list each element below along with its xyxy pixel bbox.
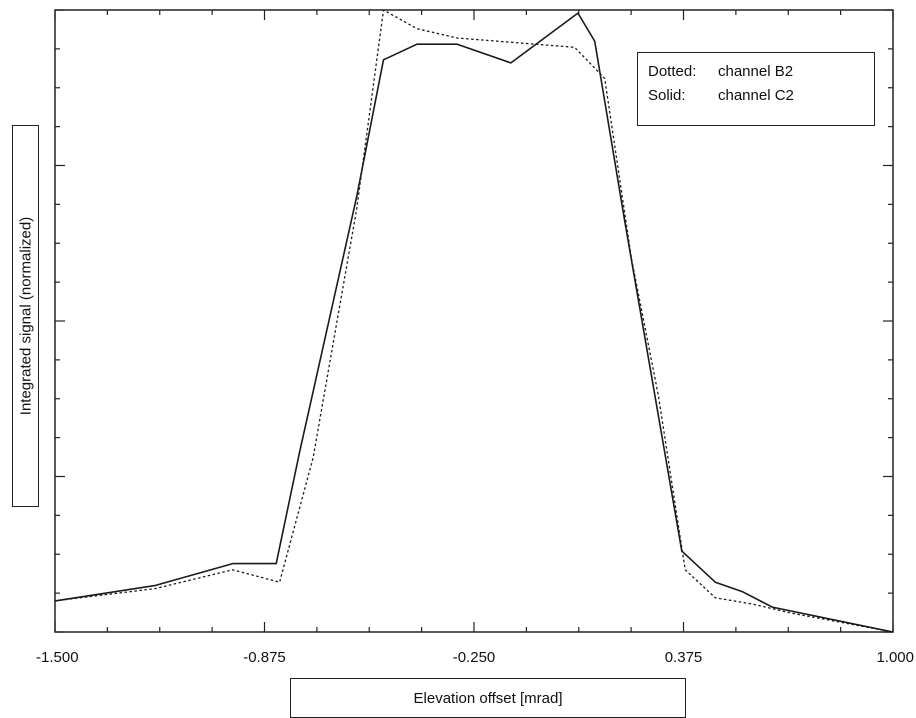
x-axis-label: Elevation offset [mrad] <box>290 678 686 718</box>
legend-label: channel C2 <box>718 87 794 104</box>
axis-ticks <box>54 9 894 633</box>
legend-label: channel B2 <box>718 63 794 80</box>
legend-key: Dotted: <box>648 63 697 80</box>
x-tick-label: -0.250 <box>453 649 496 666</box>
y-axis-label: Integrated signal (normalized) <box>17 216 34 416</box>
legend-item-dotted: Dotted: channel B2 <box>648 60 864 84</box>
x-tick-label: 1.000 <box>876 649 914 666</box>
x-tick-label: -1.500 <box>36 649 79 666</box>
y-axis-label-box: Integrated signal (normalized) <box>12 125 39 507</box>
series-line-channel-c2 <box>54 12 894 633</box>
x-tick-label: -0.875 <box>243 649 286 666</box>
legend-item-solid: Solid: channel C2 <box>648 84 864 108</box>
series-line-channel-b2 <box>54 9 894 633</box>
x-tick-label: 0.375 <box>665 649 703 666</box>
series-lines <box>54 9 894 633</box>
x-tick-labels: -1.500 -0.875 -0.250 0.375 1.000 <box>36 649 914 666</box>
legend: Dotted: channel B2 Solid: channel C2 <box>637 52 875 126</box>
legend-key: Solid: <box>648 87 686 104</box>
